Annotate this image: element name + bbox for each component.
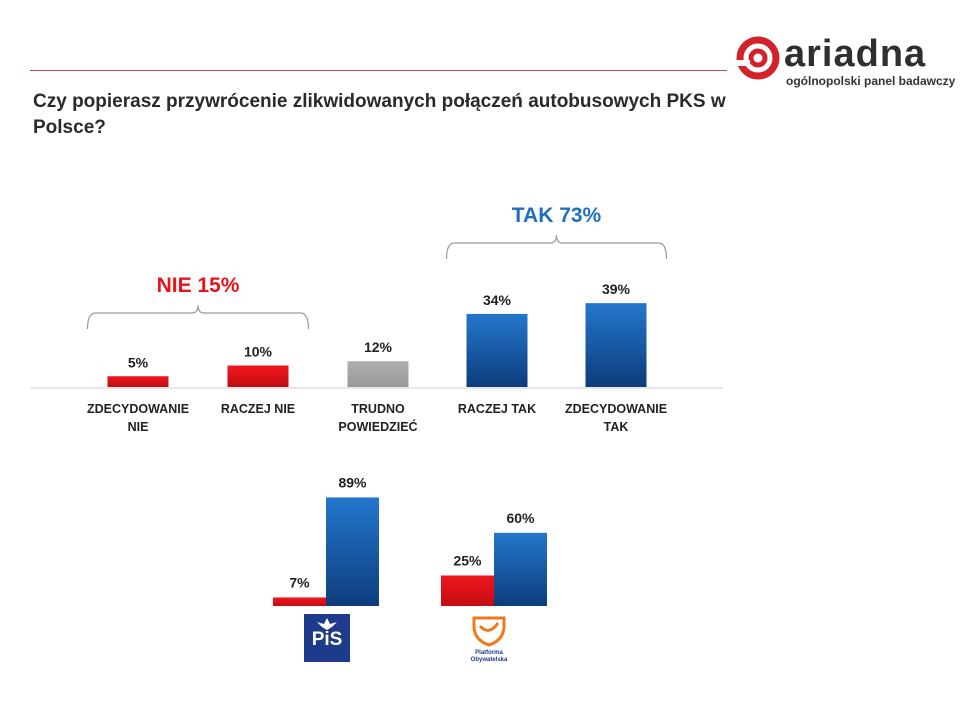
category-label: ZDECYDOWANIE TAK <box>565 402 667 434</box>
question-title: Czy popierasz przywrócenie zlikwidowanyc… <box>33 91 726 138</box>
party-bar <box>494 532 547 606</box>
party-data-label: 60% <box>506 510 535 526</box>
po-logo-text: Platforma Obywatelska <box>470 650 508 663</box>
data-label: 39% <box>602 281 631 297</box>
po-shield-icon <box>472 616 506 647</box>
data-label: 34% <box>483 292 512 308</box>
main-chart: 5% ZDECYDOWANIE NIE 10% RACZEJ NIE 12% TRUDNO P… <box>30 204 723 434</box>
category-label: RACZEJ TAK <box>458 402 536 416</box>
pis-party-logo: PiS <box>304 614 350 662</box>
group-bracket <box>86 304 310 330</box>
bar <box>107 376 169 387</box>
bar <box>347 361 409 387</box>
party-data-label: 7% <box>289 574 310 590</box>
category-label: RACZEJ NIE <box>221 402 295 416</box>
data-label: 10% <box>244 344 273 360</box>
party-data-label: 25% <box>453 553 482 569</box>
bar <box>585 303 647 387</box>
group-bracket <box>445 234 668 260</box>
pis-logo-text: PiS <box>311 629 343 650</box>
bar <box>227 365 289 387</box>
bar <box>466 313 528 387</box>
group-summary-label: NIE 15% <box>157 274 240 297</box>
header-rule <box>30 70 727 71</box>
party-bar <box>273 597 326 606</box>
po-party-logo: Platforma Obywatelska <box>466 614 512 666</box>
eagle-icon <box>317 618 337 630</box>
data-label: 12% <box>364 339 393 355</box>
logo-word: ariadna <box>784 33 927 75</box>
category-label: TRUDNO POWIEDZIEĆ <box>338 402 417 434</box>
party-bar <box>326 497 379 606</box>
ariadna-logo: ariadna ogólnopolski panel badawczy <box>736 33 955 88</box>
party-data-label: 89% <box>338 474 367 490</box>
data-label: 5% <box>128 354 149 370</box>
party-bar <box>441 575 494 606</box>
category-label: ZDECYDOWANIE NIE <box>87 402 189 434</box>
group-summary-label: TAK 73% <box>512 204 602 227</box>
logo-tagline: ogólnopolski panel badawczy <box>786 74 956 88</box>
ariadna-logo-icon <box>736 36 780 80</box>
